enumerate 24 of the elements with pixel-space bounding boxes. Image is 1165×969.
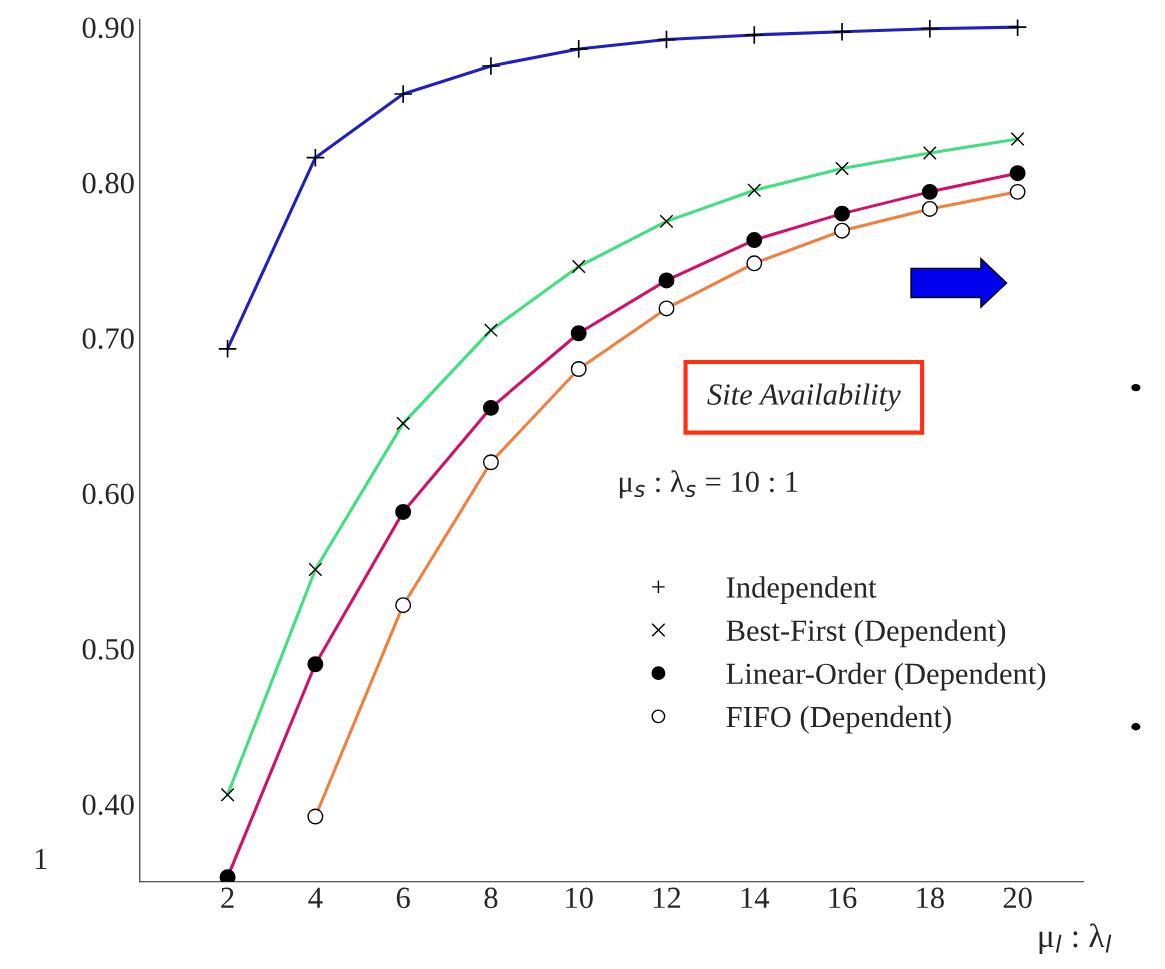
legend-label: Independent [726, 576, 877, 605]
legend-label: FIFO (Dependent) [726, 705, 951, 734]
x-tick-label: 10 [566, 887, 593, 909]
y-tick-label: 0.60 [82, 483, 134, 505]
y-tick-label: 0.90 [82, 17, 134, 39]
y-tick-label: 0.50 [82, 638, 134, 660]
annotation: μ$_{s}$ : λ$_{s}$ = 10 : 1 [619, 470, 798, 499]
y-tick-label: 0.70 [82, 328, 134, 349]
y-tick-label: 0.80 [82, 172, 134, 194]
x-tick-label: 12 [653, 887, 681, 908]
legend-label: Linear-Order (Dependent) [726, 662, 1046, 691]
legend-label: Best-First (Dependent) [726, 619, 1006, 648]
x-tick-label: 16 [829, 887, 857, 909]
x-tick-label: 2 [221, 887, 234, 908]
x-tick-label: 6 [396, 887, 410, 909]
x-tick-label: 18 [917, 887, 944, 909]
x-axis-title: μ$_{l}$ : λ$_{l}$ [1039, 923, 1112, 955]
x-tick-label: 4 [308, 887, 323, 908]
y-tick-label: 0.40 [82, 794, 134, 816]
x-tick-label: 14 [741, 887, 770, 908]
annotation: Site Availability [707, 383, 901, 412]
x-tick-label: 8 [484, 887, 498, 909]
text: 1 [35, 848, 47, 870]
x-tick-label: 20 [1003, 887, 1032, 909]
